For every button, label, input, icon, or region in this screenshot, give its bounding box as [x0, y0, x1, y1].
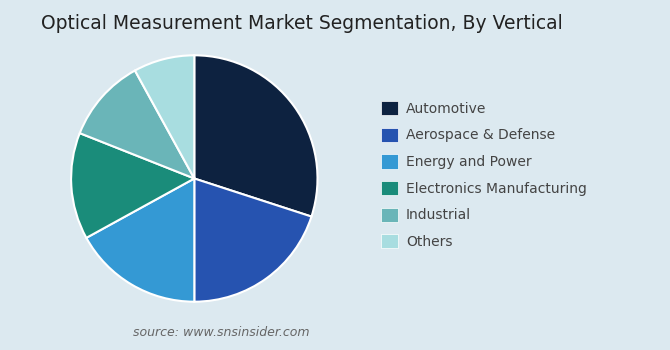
- Wedge shape: [194, 178, 312, 302]
- Text: Optical Measurement Market Segmentation, By Vertical: Optical Measurement Market Segmentation,…: [41, 14, 562, 33]
- Wedge shape: [194, 55, 318, 217]
- Text: source: www.snsinsider.com: source: www.snsinsider.com: [133, 327, 310, 340]
- Wedge shape: [135, 55, 194, 178]
- Wedge shape: [86, 178, 194, 302]
- Wedge shape: [80, 71, 194, 178]
- Wedge shape: [71, 133, 194, 238]
- Legend: Automotive, Aerospace & Defense, Energy and Power, Electronics Manufacturing, In: Automotive, Aerospace & Defense, Energy …: [375, 96, 592, 254]
